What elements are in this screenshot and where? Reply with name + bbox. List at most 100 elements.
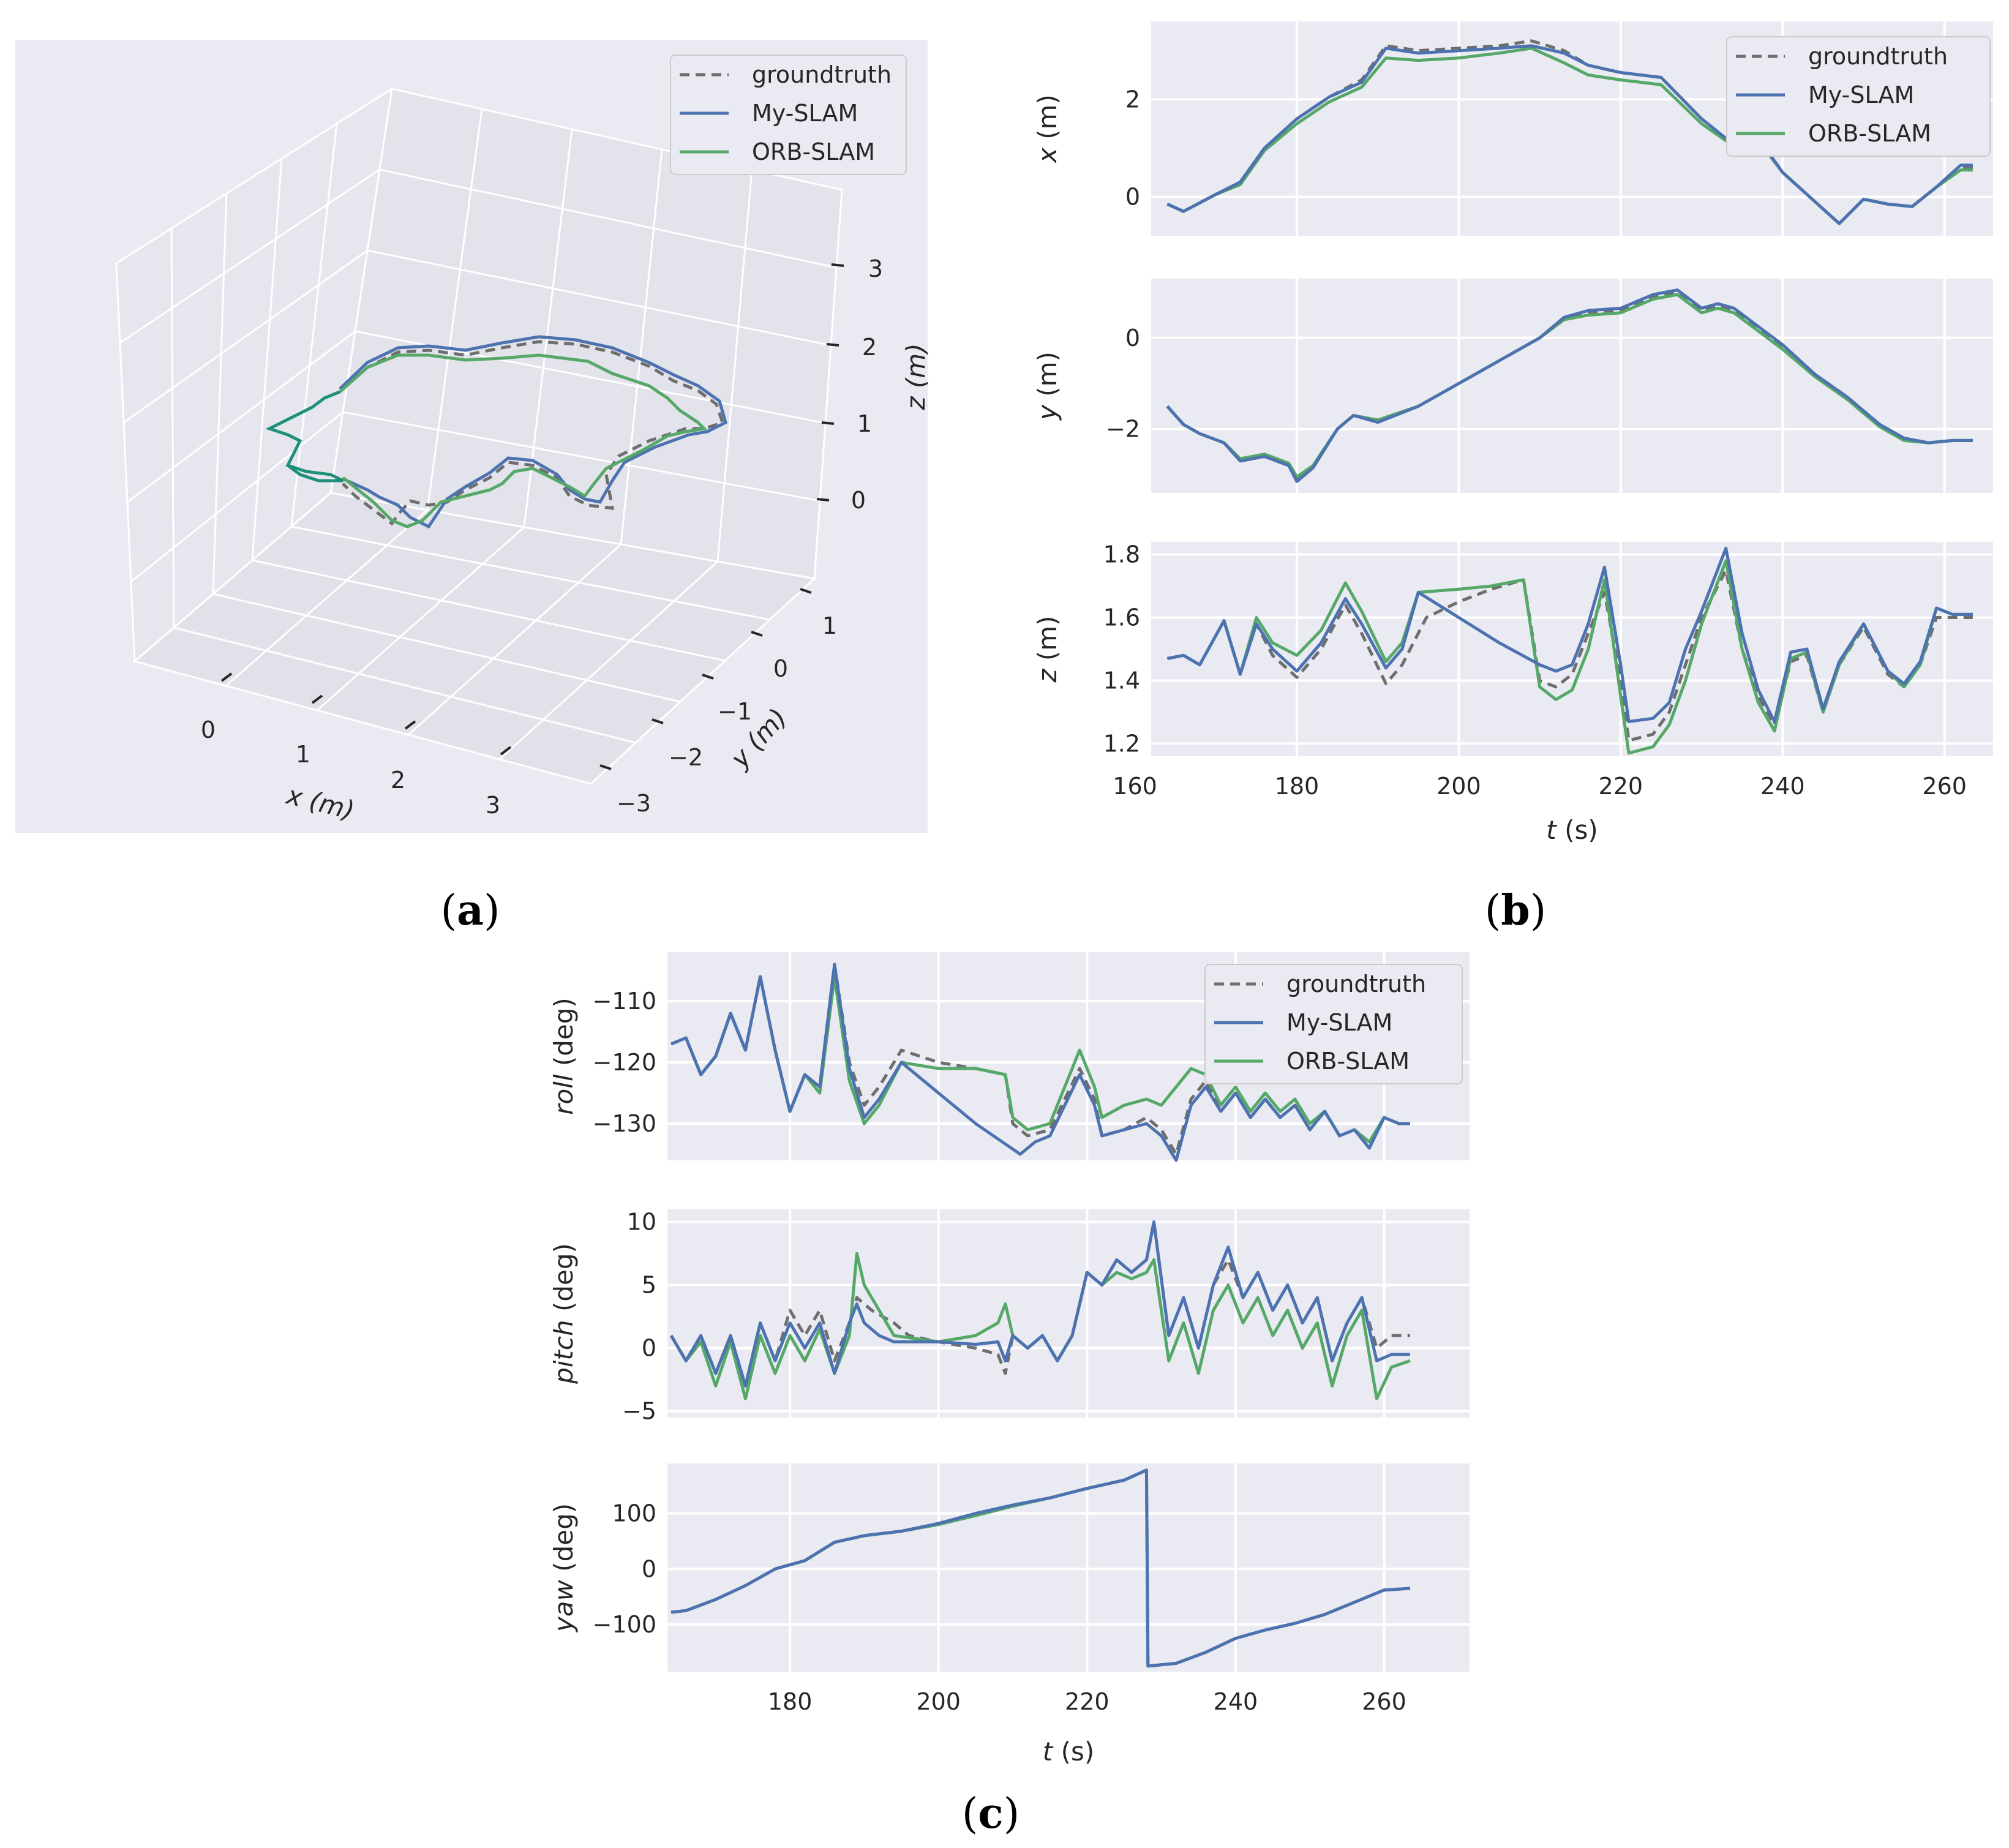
legend-label: groundtruth [1286, 971, 1426, 997]
y-tick-label: 1.2 [1103, 730, 1140, 757]
series-line-my-slam [669, 1220, 1410, 1388]
a-backwall-gridline [716, 169, 753, 562]
x-tick-label: 260 [1362, 1688, 1406, 1715]
y-axis-label: pitch (deg) [549, 1243, 579, 1384]
y-tick-label: −130 [593, 1110, 656, 1137]
x-axis-label: t (s) [1546, 815, 1598, 845]
y-axis-label: roll (deg) [549, 997, 579, 1115]
a-xtick-mark [404, 720, 416, 730]
a-ytick-mark [800, 588, 812, 594]
a-ztick-mark [821, 421, 835, 425]
x-tick-label: 200 [1436, 773, 1481, 800]
y-axis-label: x (m) [1032, 94, 1062, 164]
subplot-yaw: 100 0 −100 yaw (deg) [549, 1463, 1470, 1672]
a-trajectory-orb-slam [339, 353, 708, 528]
subplot-z: 1.8 1.6 1.4 1.2 z (m) [1032, 541, 1993, 757]
series-line-my-slam [1166, 288, 1973, 483]
subplot-background [1151, 542, 1993, 756]
y-tick-label: 0 [1125, 325, 1140, 351]
y-tick-label: −110 [593, 988, 656, 1015]
a-xtick: 2 [391, 767, 405, 794]
a-xtick: 3 [486, 792, 500, 819]
a-floor-gridline [291, 525, 770, 621]
a-floor-gridline [173, 626, 636, 744]
y-tick-label: 100 [612, 1500, 656, 1527]
legend-a-box [670, 54, 907, 175]
series-line-orb-slam [1166, 293, 1973, 479]
a-xtick-mark [500, 746, 512, 756]
legend-label: My-SLAM [1808, 81, 1914, 108]
a-ztick-mark [816, 498, 830, 501]
series-line-my-slam [1166, 44, 1973, 225]
x-tick-label: 220 [1065, 1688, 1110, 1715]
series-line-my-slam [670, 963, 1410, 1162]
a-xtick-mark [220, 672, 233, 682]
a-leftwall-gridline [290, 123, 338, 527]
a-trajectory-groundtruth [339, 340, 725, 526]
a-floor-gridline [498, 560, 719, 761]
a-floor-gridline [252, 559, 726, 662]
y-tick-label: 0 [642, 1555, 656, 1582]
a-backwall-gridline [379, 168, 837, 269]
a-leftwall-gridline [119, 168, 380, 344]
subplot-pitch: 10 5 0 −5 pitch (deg) [549, 1209, 1470, 1425]
series-line-groundtruth [1166, 568, 1973, 742]
legend-label: ORB-SLAM [1808, 120, 1931, 147]
y-tick-label: −5 [622, 1398, 656, 1425]
subplot-y: 0 −2 y (m) [1032, 279, 1993, 493]
a-trajectory-start-loop [265, 390, 344, 483]
panel-label-a: (a) [440, 886, 500, 935]
y-tick-label: 1.8 [1103, 541, 1140, 568]
legend-b: groundtruth My-SLAM ORB-SLAM [1726, 36, 1991, 157]
a-zlabel: z (m) [901, 343, 931, 410]
subplot-background [667, 1209, 1470, 1418]
legend-a-label: groundtruth [752, 61, 892, 88]
a-ztick: 0 [851, 487, 866, 514]
y-axis-label: z (m) [1032, 615, 1062, 683]
x-tick-label: 160 [1113, 773, 1157, 800]
panel-label-b: (b) [1485, 886, 1547, 935]
panel-a-floor [132, 492, 817, 785]
subplot-background [667, 1463, 1470, 1672]
a-floor-gridline [225, 509, 428, 687]
a-ytick: −3 [617, 790, 651, 817]
x-tick-label: 180 [1275, 773, 1320, 800]
a-backwall-gridline [342, 411, 820, 502]
a-xtick: 1 [296, 741, 310, 768]
legend-box [1204, 964, 1463, 1084]
a-ztick: 1 [857, 410, 872, 437]
y-tick-label: 10 [627, 1209, 656, 1236]
y-tick-label: 1.6 [1103, 604, 1140, 631]
y-tick-label: 2 [1125, 86, 1140, 113]
series-line-my-slam [670, 1468, 1411, 1668]
legend-label: groundtruth [1808, 43, 1948, 70]
a-leftwall-gridline [123, 249, 368, 424]
a-leftwall-gridline [170, 228, 175, 628]
panel-label-c: (c) [962, 1789, 1020, 1838]
a-ztick: 2 [862, 334, 877, 361]
panel-b: 2 0 x (m) 0 −2 y (m) 1.8 1.6 1.4 1.2 z (m) 160 180 20… [1032, 21, 1993, 845]
a-ytick-mark [751, 631, 763, 637]
y-tick-label: −2 [1106, 416, 1140, 443]
x-tick-label: 200 [916, 1688, 961, 1715]
series-line-my-slam [1166, 546, 1973, 723]
a-ytick: 0 [773, 655, 788, 682]
a-ytick-mark [702, 674, 714, 680]
a-leftwall-gridline [130, 411, 344, 583]
a-xtick-mark [311, 694, 323, 704]
legend-box [1726, 36, 1991, 157]
legend-label: ORB-SLAM [1286, 1048, 1410, 1075]
a-trajectory-my-slam [339, 335, 727, 529]
a-backwall-gridline [620, 149, 663, 545]
a-ytick: −1 [718, 698, 752, 725]
y-axis-label: yaw (deg) [549, 1503, 579, 1633]
a-ytick-mark [599, 764, 612, 770]
a-ytick: −2 [669, 744, 703, 771]
legend-c: groundtruth My-SLAM ORB-SLAM [1204, 964, 1463, 1084]
x-tick-label: 260 [1922, 773, 1967, 800]
y-tick-label: 0 [1125, 183, 1140, 210]
y-tick-label: −120 [593, 1049, 656, 1076]
y-tick-label: −100 [593, 1611, 656, 1638]
